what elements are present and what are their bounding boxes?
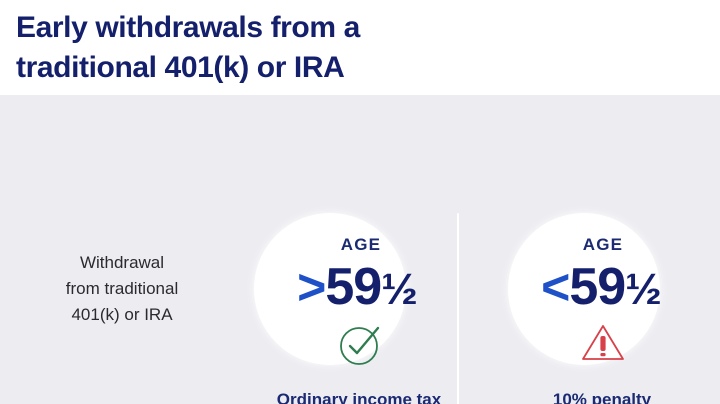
- age-number: 59: [569, 258, 626, 316]
- age-fraction: ½: [381, 265, 418, 314]
- title-line-1: Early withdrawals from a: [16, 11, 360, 44]
- scenario-under-age: AGE <59½ 10% penalty + Ordinary income t…: [470, 207, 710, 404]
- age-fraction: ½: [625, 265, 662, 314]
- column-divider: [457, 213, 459, 404]
- result-caption: 10% penalty + Ordinary income tax*: [470, 387, 710, 404]
- age-label: AGE: [340, 235, 382, 254]
- comparison-symbol: <: [541, 259, 570, 315]
- age-number: 59: [325, 258, 382, 316]
- scenario-over-age: AGE >59½ Ordinary income tax: [230, 207, 470, 404]
- age-circle: [508, 213, 660, 365]
- age-circle: [254, 213, 406, 365]
- withdrawal-source-label: Withdrawal from traditional 401(k) or IR…: [22, 250, 222, 328]
- withdrawal-source-line-1: Withdrawal: [79, 253, 165, 272]
- check-circle-icon: [230, 321, 470, 367]
- result-line-1: 10% penalty: [552, 390, 652, 404]
- age-label: AGE: [582, 235, 624, 254]
- page-title: Early withdrawals from a traditional 401…: [16, 8, 536, 88]
- age-threshold-value: <59½: [470, 259, 710, 318]
- comparison-symbol: >: [297, 259, 326, 315]
- warning-triangle-icon: [470, 321, 710, 363]
- age-threshold-value: >59½: [230, 259, 470, 318]
- result-caption: Ordinary income tax: [230, 387, 470, 404]
- withdrawal-source-line-3: 401(k) or IRA: [71, 305, 173, 324]
- title-line-2: traditional 401(k) or IRA: [16, 51, 345, 84]
- content-panel: Withdrawal from traditional 401(k) or IR…: [0, 95, 720, 404]
- withdrawal-source-line-2: from traditional: [65, 279, 179, 298]
- result-line-1: Ordinary income tax: [276, 390, 442, 404]
